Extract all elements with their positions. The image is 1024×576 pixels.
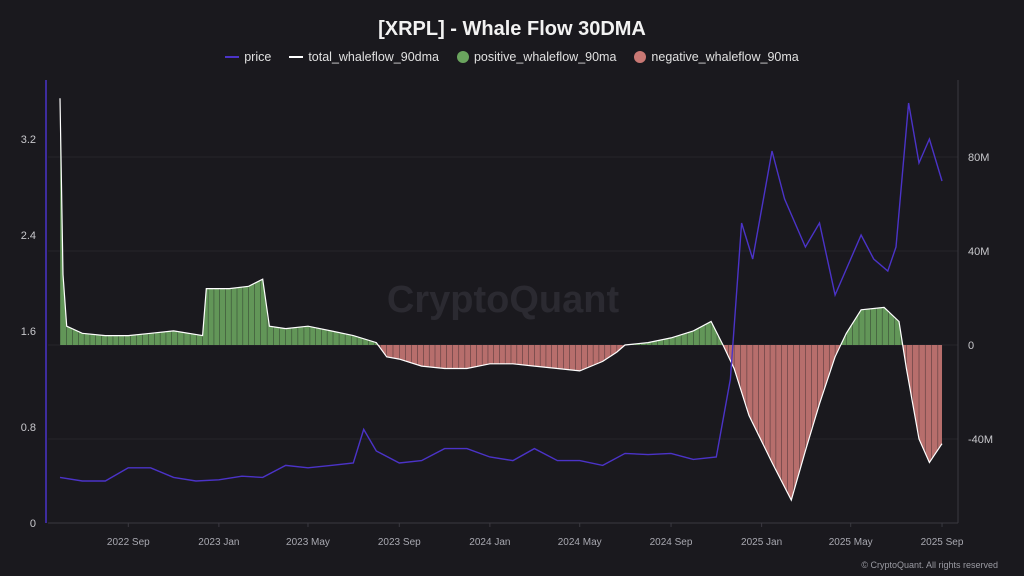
y-left-tick: 0 bbox=[30, 518, 36, 530]
x-tick: 2024 Sep bbox=[650, 537, 693, 548]
legend-item-negative_whaleflow_90ma[interactable]: negative_whaleflow_90ma bbox=[634, 50, 799, 64]
y-left-tick: 3.2 bbox=[21, 134, 36, 146]
legend: price total_whaleflow_90dma positive_whale… bbox=[0, 50, 1024, 64]
y-right-tick: -40M bbox=[968, 434, 993, 446]
legend-marker bbox=[634, 51, 647, 63]
chart-title: [XRPL] - Whale Flow 30DMA bbox=[378, 18, 646, 40]
legend-label: negative_whaleflow_90ma bbox=[651, 50, 799, 64]
price-line bbox=[59, 102, 943, 482]
y-right-tick: 40M bbox=[968, 246, 989, 258]
x-tick: 2025 May bbox=[829, 537, 873, 548]
y-left-tick: 0.8 bbox=[21, 422, 36, 434]
legend-label: price bbox=[244, 50, 272, 64]
x-tick: 2023 May bbox=[286, 537, 330, 548]
x-tick: 2024 May bbox=[558, 537, 602, 548]
legend-marker bbox=[225, 56, 240, 58]
legend-marker bbox=[456, 51, 469, 63]
negative-whaleflow-area bbox=[60, 345, 943, 501]
x-tick: 2022 Sep bbox=[107, 537, 150, 548]
x-tick: 2023 Jan bbox=[198, 537, 239, 548]
x-tick: 2023 Sep bbox=[378, 537, 421, 548]
copyright: © CryptoQuant. All rights reserved bbox=[861, 560, 998, 570]
legend-item-positive_whaleflow_90ma[interactable]: positive_whaleflow_90ma bbox=[456, 50, 617, 64]
legend-item-total_whaleflow_90dma[interactable]: total_whaleflow_90dma bbox=[289, 50, 439, 64]
legend-item-price[interactable]: price bbox=[225, 50, 271, 64]
watermark: CryptoQuant bbox=[387, 279, 620, 321]
x-tick: 2024 Jan bbox=[469, 537, 510, 548]
x-tick: 2025 Jan bbox=[741, 537, 782, 548]
y-left-tick: 2.4 bbox=[21, 230, 36, 242]
y-left-tick: 1.6 bbox=[21, 326, 36, 338]
x-tick: 2025 Sep bbox=[921, 537, 964, 548]
legend-marker bbox=[289, 56, 304, 58]
total-whaleflow-line bbox=[59, 98, 943, 502]
y-right-tick: 0 bbox=[968, 340, 974, 352]
legend-label: positive_whaleflow_90ma bbox=[473, 50, 617, 64]
legend-label: total_whaleflow_90dma bbox=[308, 50, 439, 64]
y-right-tick: 80M bbox=[968, 152, 989, 164]
